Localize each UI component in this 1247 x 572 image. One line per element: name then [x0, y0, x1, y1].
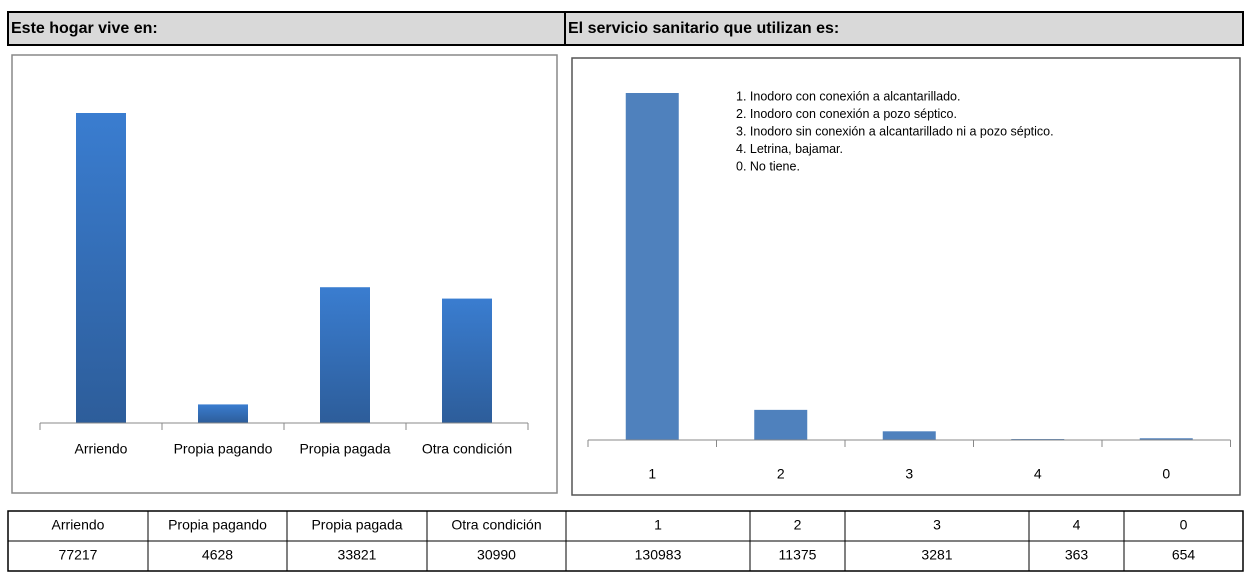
- bar: [754, 409, 808, 440]
- annotation: 0. No tiene.: [736, 159, 800, 173]
- x-tick-label: 1: [648, 466, 656, 482]
- table-header: Arriendo: [52, 517, 105, 533]
- table-value: 363: [1065, 547, 1089, 563]
- bar: [1139, 438, 1193, 440]
- table-header: 2: [794, 517, 802, 533]
- chart-frame: [571, 57, 1241, 496]
- x-tick-label: 3: [905, 466, 913, 482]
- x-tick-label: 4: [1034, 466, 1042, 482]
- x-tick-label: 2: [777, 466, 785, 482]
- annotation: 4. Letrina, bajamar.: [736, 142, 843, 156]
- table-header: 0: [1180, 517, 1188, 533]
- header-box: [7, 11, 566, 46]
- header-title: Este hogar vive en:: [11, 20, 158, 37]
- bar: [625, 93, 679, 440]
- bar: [882, 431, 936, 440]
- table-value: 130983: [635, 547, 682, 563]
- annotation: 2. Inodoro con conexión a pozo séptico.: [736, 107, 957, 121]
- annotation: 3. Inodoro sin conexión a alcantarillado…: [736, 124, 1054, 138]
- x-tick-label: 0: [1162, 466, 1170, 482]
- table-header: 1: [654, 517, 662, 533]
- x-tick-label: Propia pagando: [174, 441, 273, 457]
- bar: [320, 287, 370, 423]
- table-value: 11375: [779, 547, 817, 563]
- x-tick-label: Otra condición: [422, 441, 512, 457]
- table-value: 30990: [477, 547, 516, 563]
- table-header: Propia pagada: [311, 517, 402, 533]
- annotation: 1. Inodoro con conexión a alcantarillado…: [736, 89, 960, 103]
- x-tick-label: Arriendo: [75, 441, 128, 457]
- table-value: 4628: [202, 547, 233, 563]
- header-title: El servicio sanitario que utilizan es:: [568, 20, 839, 37]
- table-header: Propia pagando: [168, 517, 267, 533]
- header-box: [564, 11, 1244, 46]
- table-header: 3: [933, 517, 941, 533]
- table-value: 33821: [338, 547, 377, 563]
- table-header: Otra condición: [451, 517, 541, 533]
- bar: [442, 298, 492, 423]
- bar: [76, 113, 126, 423]
- x-tick-label: Propia pagada: [299, 441, 390, 457]
- table-header: 4: [1073, 517, 1081, 533]
- bar: [198, 404, 248, 423]
- table-value: 77217: [59, 547, 98, 563]
- table-value: 3281: [921, 547, 952, 563]
- table-value: 654: [1172, 547, 1196, 563]
